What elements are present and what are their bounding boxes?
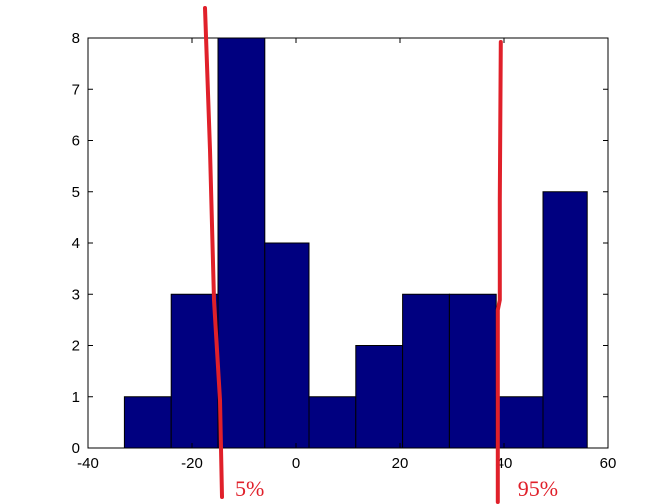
- y-tick-label: 7: [72, 81, 80, 98]
- histogram-bar: [355, 345, 404, 449]
- y-tick-label: 3: [72, 286, 80, 303]
- x-tick-label: -20: [181, 455, 203, 472]
- percentile-95-label: 95%: [518, 476, 558, 501]
- x-tick-label: 20: [392, 455, 409, 472]
- y-axis-ticks: 0 1 2 3 4 5 6 7 8: [72, 30, 608, 457]
- y-tick-label: 6: [72, 133, 80, 150]
- x-tick-label: 40: [496, 455, 513, 472]
- histogram-bar: [542, 191, 588, 449]
- x-tick-label: -40: [77, 455, 99, 472]
- y-tick-label: 0: [72, 440, 80, 457]
- histogram-bar: [264, 242, 310, 449]
- y-tick-label: 4: [72, 235, 80, 252]
- percentile-5-line: [203, 6, 224, 499]
- x-tick-label: 0: [292, 455, 300, 472]
- histogram-bar: [402, 293, 450, 449]
- percentile-95-line: [495, 40, 503, 504]
- y-tick-label: 2: [72, 338, 80, 355]
- histogram-bar: [448, 293, 497, 449]
- percentile-5-label: 5%: [235, 476, 264, 501]
- histogram-bar: [308, 396, 357, 449]
- annotations-group: 5% 95%: [203, 6, 558, 504]
- histogram-bar: [170, 293, 219, 449]
- y-tick-label: 8: [72, 30, 80, 47]
- y-tick-label: 5: [72, 184, 80, 201]
- x-tick-label: 60: [600, 455, 617, 472]
- histogram-bar: [495, 396, 544, 449]
- histogram-bar: [123, 396, 172, 449]
- histogram-bar: [217, 37, 266, 449]
- y-tick-label: 1: [72, 389, 80, 406]
- x-axis-ticks: -40 -20 0 20 40 60: [77, 38, 616, 472]
- plot-area-background: [88, 38, 608, 448]
